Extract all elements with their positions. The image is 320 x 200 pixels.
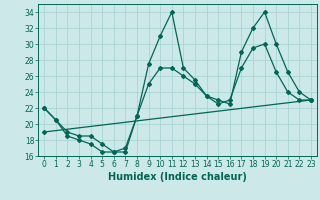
X-axis label: Humidex (Indice chaleur): Humidex (Indice chaleur) (108, 172, 247, 182)
